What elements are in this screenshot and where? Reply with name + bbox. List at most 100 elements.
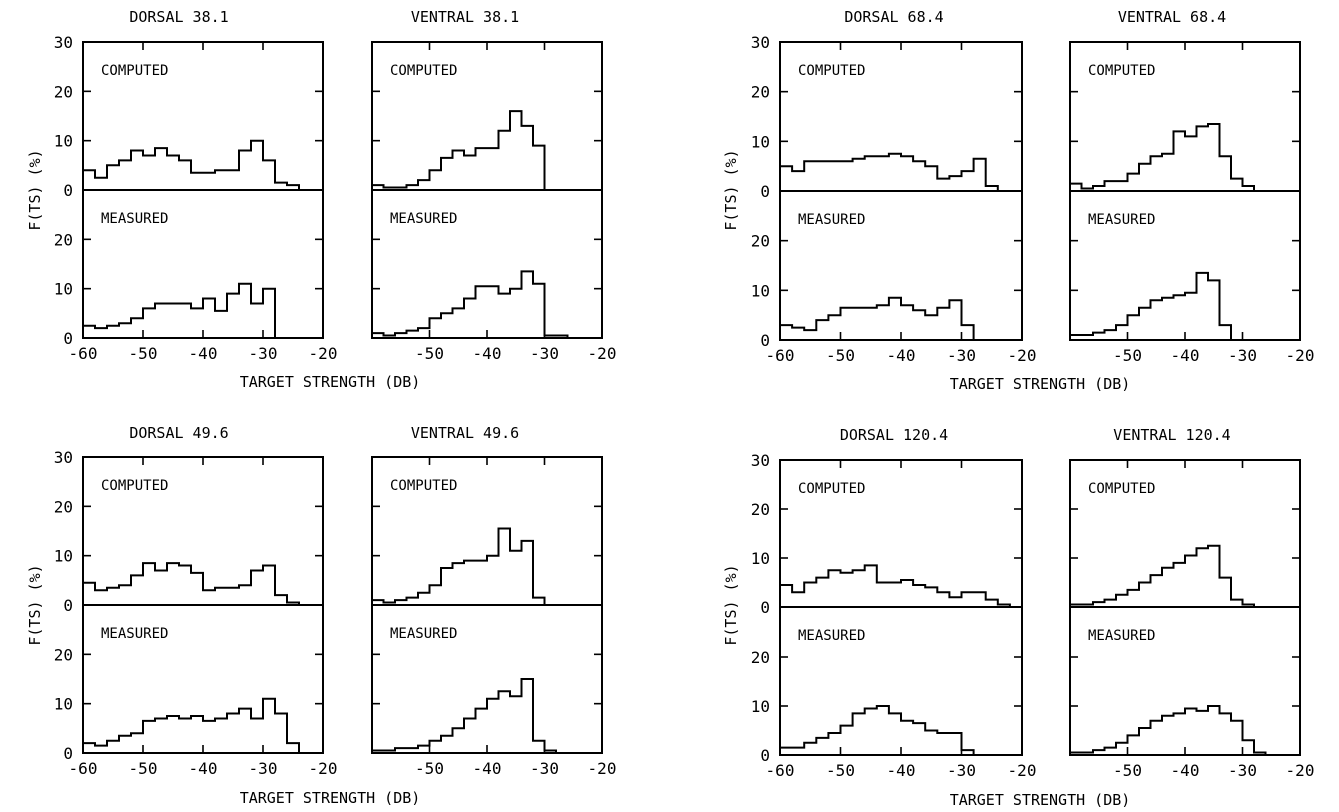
y-tick-label: 20 xyxy=(54,82,73,101)
histogram-panel: -50 -40 -30 -20 COMPUTED MEASURED xyxy=(371,41,617,363)
y-tick-label: 10 xyxy=(751,281,770,300)
x-axis-label: TARGET STRENGTH (DB) xyxy=(240,789,421,807)
panel-title: VENTRAL 49.6 xyxy=(411,424,519,442)
x-tick-label: -50 xyxy=(1113,346,1142,365)
x-tick-label: -40 xyxy=(189,344,218,363)
measured-label: MEASURED xyxy=(798,628,865,644)
x-tick-label: -40 xyxy=(887,761,916,780)
y-tick-label: 0 xyxy=(63,329,73,348)
y-tick-label: 20 xyxy=(54,497,73,516)
y-tick-label: 10 xyxy=(54,132,73,151)
y-axis-label: F(TS) (%) xyxy=(26,149,44,230)
x-tick-label: -30 xyxy=(530,759,559,778)
x-tick-label: -50 xyxy=(415,759,444,778)
x-tick-label: -20 xyxy=(309,344,338,363)
y-tick-label: 0 xyxy=(63,181,73,200)
x-tick-label: -50 xyxy=(129,344,158,363)
measured-label: MEASURED xyxy=(1088,628,1155,644)
panel-title: DORSAL 68.4 xyxy=(844,8,943,26)
computed-histogram xyxy=(83,139,323,191)
computed-label: COMPUTED xyxy=(101,63,168,79)
x-tick-label: -40 xyxy=(473,759,502,778)
panel-title: DORSAL 120.4 xyxy=(840,426,948,444)
computed-histogram xyxy=(83,562,323,606)
y-tick-label: 30 xyxy=(751,33,770,52)
y-tick-label: 0 xyxy=(760,182,770,201)
y-tick-label: 0 xyxy=(760,598,770,617)
computed-histogram xyxy=(780,152,1022,192)
x-tick-label: -60 xyxy=(766,346,795,365)
y-tick-label: 30 xyxy=(54,33,73,52)
y-tick-label: 10 xyxy=(751,697,770,716)
computed-histogram xyxy=(372,110,602,191)
histogram-panel: -50 -40 -30 -20 COMPUTED MEASURED xyxy=(1069,459,1315,780)
measured-histogram xyxy=(1070,705,1300,756)
x-tick-label: -20 xyxy=(309,759,338,778)
y-tick-label: 10 xyxy=(751,549,770,568)
x-tick-label: -60 xyxy=(69,759,98,778)
histogram-panel: -50 -40 -30 -20 COMPUTED MEASURED xyxy=(1069,41,1315,365)
measured-histogram xyxy=(83,697,323,754)
x-tick-label: -30 xyxy=(530,344,559,363)
measured-histogram xyxy=(372,270,602,339)
y-tick-label: 0 xyxy=(760,746,770,765)
histogram-panel: -50 -40 -30 -20 COMPUTED MEASURED xyxy=(371,456,617,778)
y-tick-label: 20 xyxy=(751,500,770,519)
x-tick-label: -20 xyxy=(588,344,617,363)
panel-title: DORSAL 38.1 xyxy=(129,8,228,26)
computed-label: COMPUTED xyxy=(1088,63,1155,79)
computed-label: COMPUTED xyxy=(101,478,168,494)
measured-histogram xyxy=(83,282,323,339)
computed-label: COMPUTED xyxy=(390,63,457,79)
y-axis-label: F(TS) (%) xyxy=(722,564,740,645)
x-tick-label: -50 xyxy=(415,344,444,363)
measured-histogram xyxy=(780,705,1022,756)
y-tick-label: 0 xyxy=(63,596,73,615)
x-tick-label: -30 xyxy=(249,759,278,778)
panel-title: VENTRAL 38.1 xyxy=(411,8,519,26)
x-axis-label: TARGET STRENGTH (DB) xyxy=(950,375,1131,393)
y-tick-label: 0 xyxy=(760,331,770,350)
y-tick-label: 20 xyxy=(751,232,770,251)
y-tick-label: 10 xyxy=(54,695,73,714)
computed-histogram xyxy=(1070,123,1300,192)
x-tick-label: -30 xyxy=(947,346,976,365)
x-tick-label: -40 xyxy=(189,759,218,778)
x-tick-label: -40 xyxy=(887,346,916,365)
computed-histogram xyxy=(372,527,602,606)
x-axis-label: TARGET STRENGTH (DB) xyxy=(240,373,421,391)
x-tick-label: -50 xyxy=(1113,761,1142,780)
x-axis-label: TARGET STRENGTH (DB) xyxy=(950,791,1131,809)
measured-histogram xyxy=(780,296,1022,341)
x-tick-label: -20 xyxy=(588,759,617,778)
y-tick-label: 10 xyxy=(54,547,73,566)
y-tick-label: 10 xyxy=(54,280,73,299)
computed-histogram xyxy=(1070,544,1300,608)
x-tick-label: -20 xyxy=(1008,761,1037,780)
x-tick-label: -50 xyxy=(129,759,158,778)
x-tick-label: -40 xyxy=(473,344,502,363)
y-axis-label: F(TS) (%) xyxy=(722,149,740,230)
x-tick-label: -50 xyxy=(826,346,855,365)
x-tick-label: -20 xyxy=(1286,761,1315,780)
x-tick-label: -30 xyxy=(947,761,976,780)
measured-histogram xyxy=(1070,271,1300,341)
measured-label: MEASURED xyxy=(101,211,168,227)
x-tick-label: -30 xyxy=(1228,346,1257,365)
y-tick-label: 20 xyxy=(54,230,73,249)
y-tick-label: 0 xyxy=(63,744,73,763)
measured-label: MEASURED xyxy=(101,626,168,642)
measured-label: MEASURED xyxy=(798,212,865,228)
y-tick-label: 20 xyxy=(751,83,770,102)
x-tick-label: -50 xyxy=(826,761,855,780)
x-tick-label: -20 xyxy=(1286,346,1315,365)
x-tick-label: -60 xyxy=(69,344,98,363)
measured-label: MEASURED xyxy=(390,626,457,642)
y-tick-label: 20 xyxy=(54,645,73,664)
panel-title: DORSAL 49.6 xyxy=(129,424,228,442)
